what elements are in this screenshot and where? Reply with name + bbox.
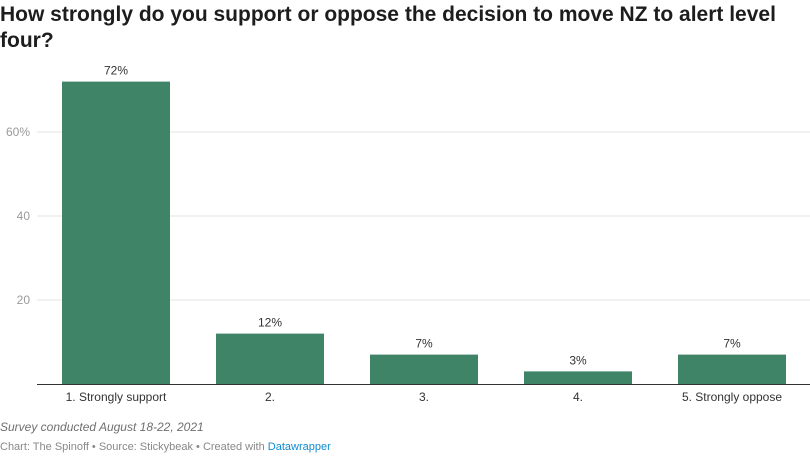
bar bbox=[216, 333, 324, 384]
byline-text: Chart: The Spinoff • Source: Stickybeak … bbox=[0, 441, 268, 453]
x-tick-label: 4. bbox=[573, 390, 583, 404]
y-tick-label: 40 bbox=[17, 209, 31, 223]
bar-value-label: 7% bbox=[723, 337, 741, 351]
datawrapper-link[interactable]: Datawrapper bbox=[267, 441, 331, 453]
bar-value-label: 3% bbox=[569, 353, 587, 367]
bar bbox=[62, 81, 170, 384]
bar-value-label: 7% bbox=[415, 337, 433, 351]
x-tick-label: 2. bbox=[265, 390, 275, 404]
y-tick-label: 60% bbox=[6, 125, 30, 139]
bar bbox=[524, 371, 632, 384]
bar-chart: 20 40 60% 72% 1. Strongly support 12% 2. 7% 3. 3%… bbox=[6, 64, 810, 404]
x-tick-label: 5. Strongly oppose bbox=[682, 390, 782, 404]
chart-title: How strongly do you support or oppose th… bbox=[0, 3, 776, 52]
bar bbox=[370, 354, 478, 384]
chart-notes: Survey conducted August 18-22, 2021 bbox=[0, 420, 204, 434]
x-tick-label: 3. bbox=[419, 390, 429, 404]
byline: Chart: The Spinoff • Source: Stickybeak … bbox=[0, 441, 331, 453]
bar bbox=[678, 354, 786, 384]
bar-value-label: 72% bbox=[104, 64, 128, 78]
y-tick-label: 20 bbox=[17, 293, 31, 307]
bar-value-label: 12% bbox=[258, 316, 282, 330]
x-tick-label: 1. Strongly support bbox=[66, 390, 167, 404]
